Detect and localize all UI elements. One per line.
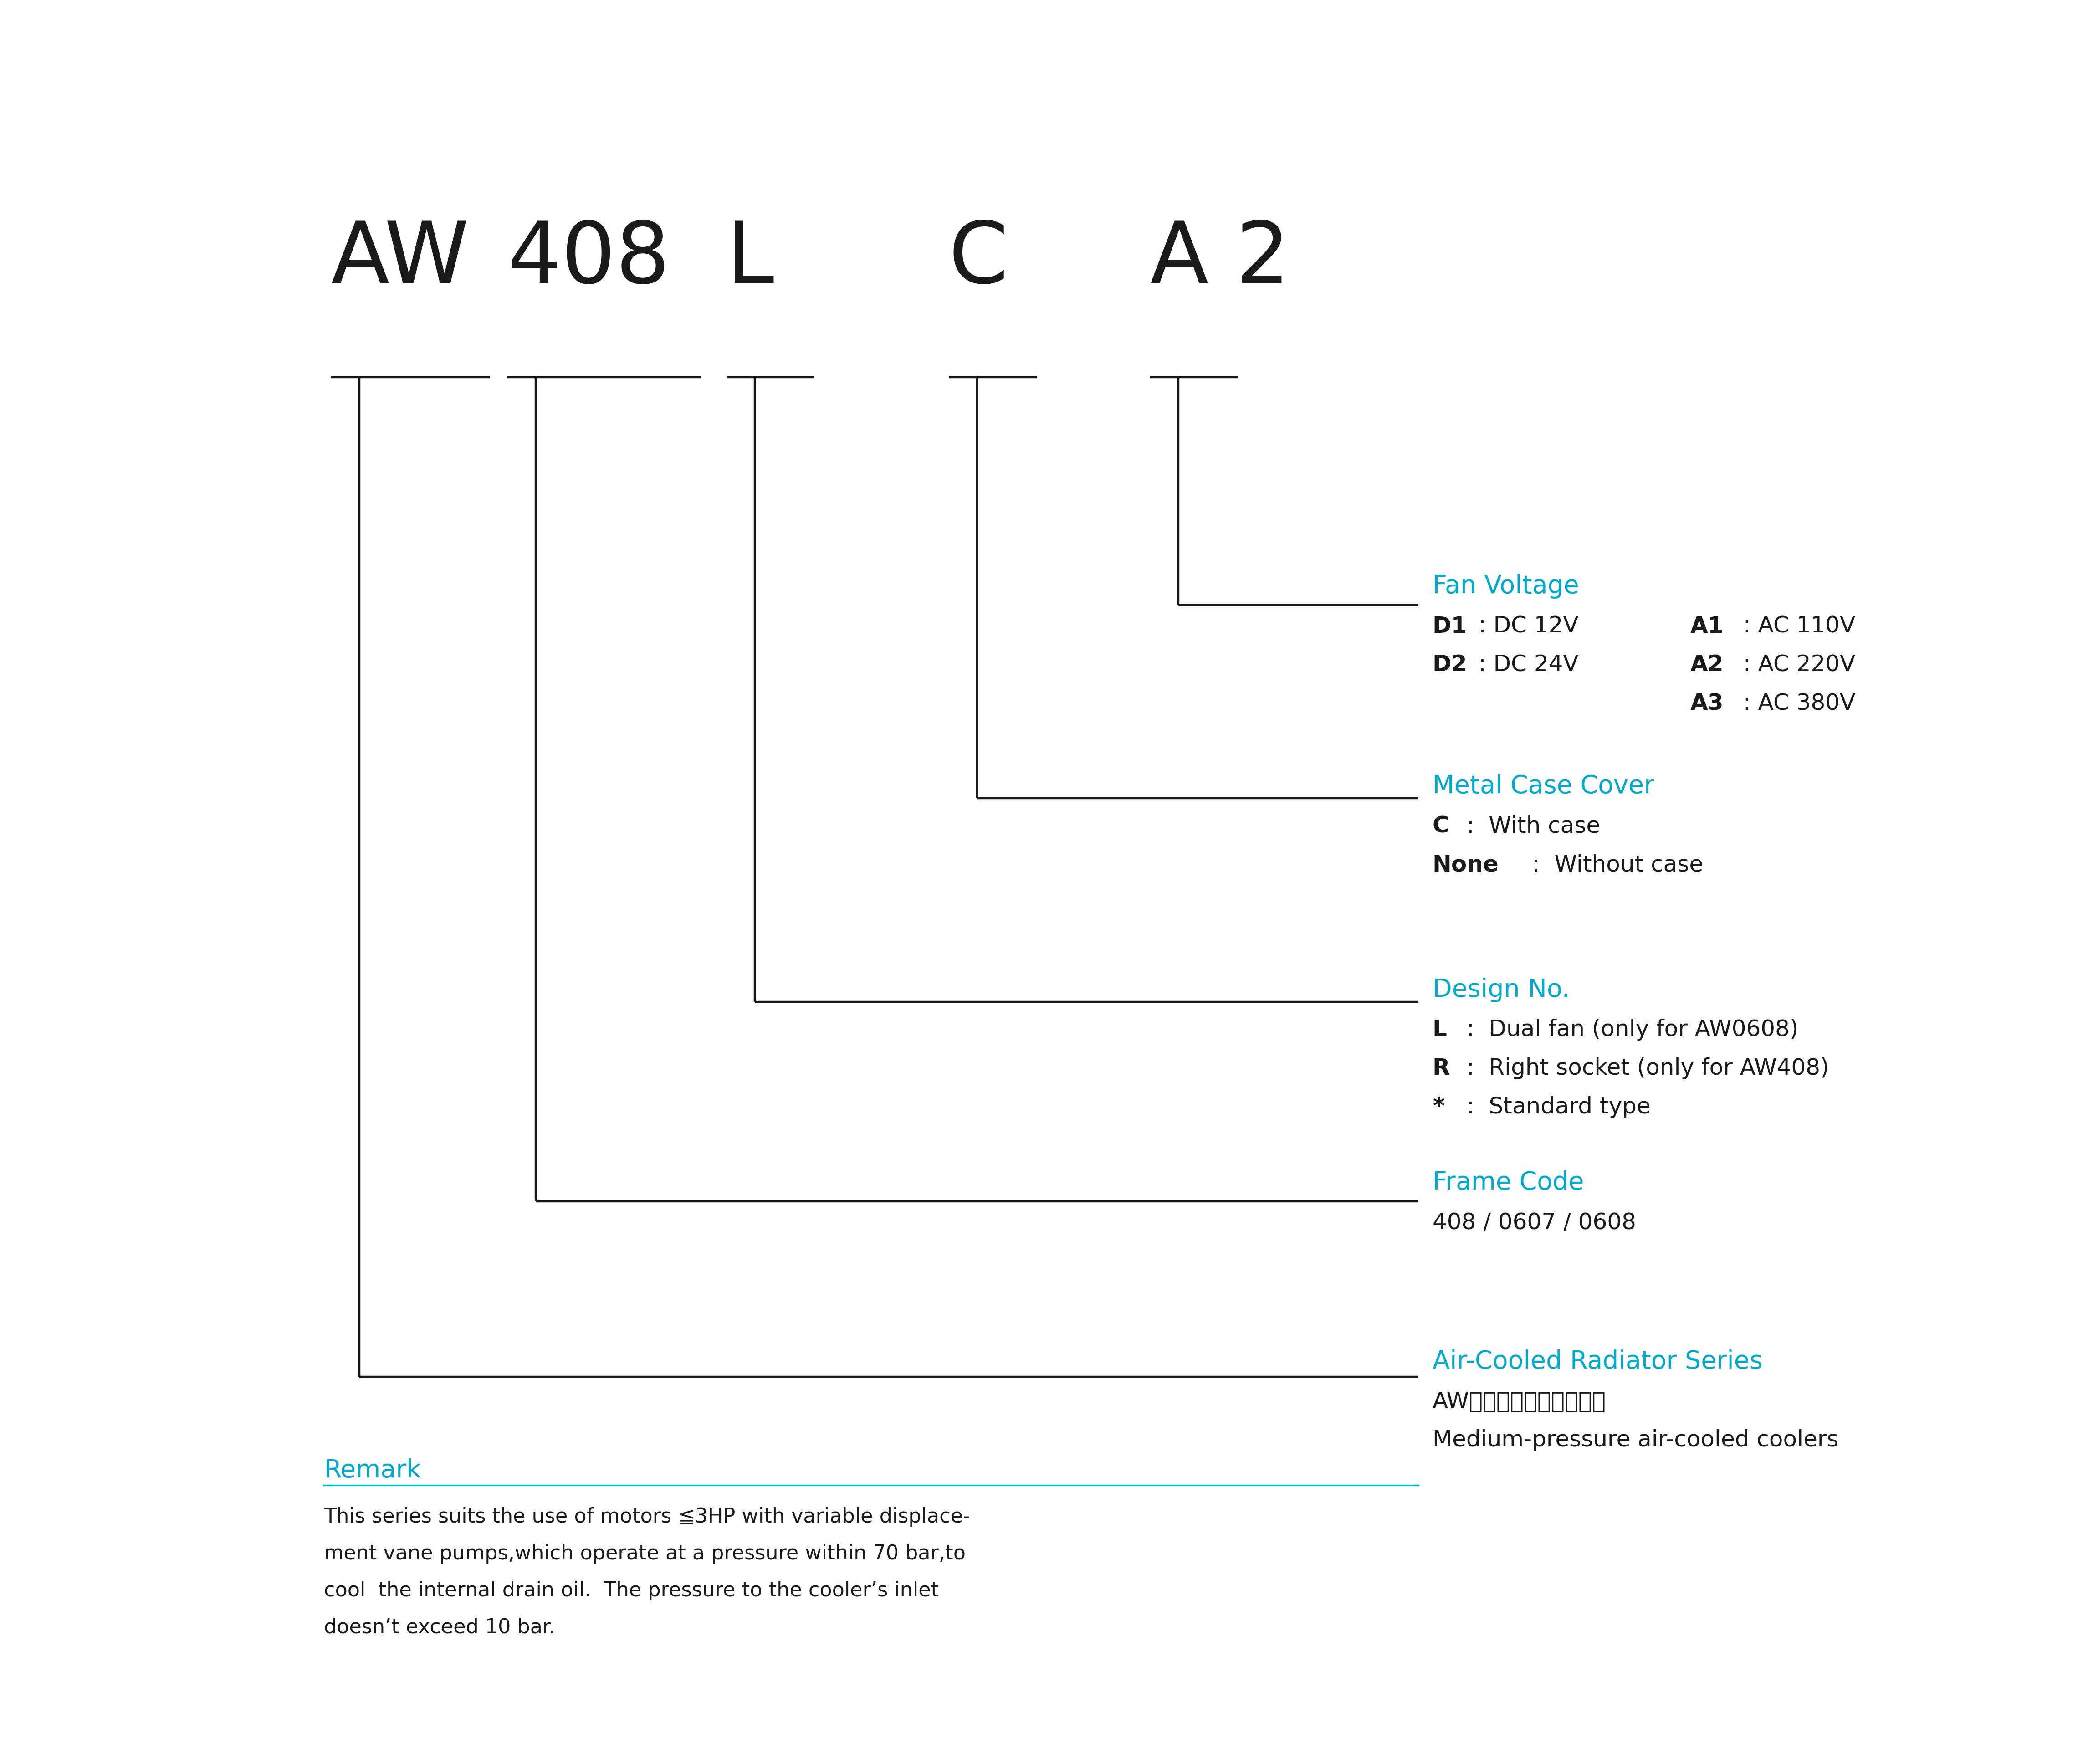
Text: 408 / 0607 / 0608: 408 / 0607 / 0608: [1433, 1212, 1635, 1233]
Text: None: None: [1433, 854, 1500, 875]
Text: C: C: [1433, 815, 1450, 836]
Text: :  Dual fan (only for AW0608): : Dual fan (only for AW0608): [1460, 1018, 1798, 1041]
Text: AW: AW: [331, 219, 469, 300]
Text: 408: 408: [508, 219, 671, 300]
Text: : AC 220V: : AC 220V: [1735, 654, 1856, 676]
Text: :  With case: : With case: [1460, 815, 1600, 836]
Text: A 2: A 2: [1150, 219, 1289, 300]
Text: A1: A1: [1689, 616, 1723, 637]
Text: A3: A3: [1689, 693, 1723, 714]
Text: :  Right socket (only for AW408): : Right socket (only for AW408): [1460, 1057, 1829, 1080]
Text: ment vane pumps,which operate at a pressure within 70 bar,to: ment vane pumps,which operate at a press…: [325, 1544, 967, 1563]
Text: Frame Code: Frame Code: [1433, 1170, 1583, 1194]
Text: C: C: [948, 219, 1008, 300]
Text: :  Standard type: : Standard type: [1460, 1095, 1650, 1118]
Text: L: L: [1433, 1018, 1448, 1041]
Text: Design No.: Design No.: [1433, 977, 1571, 1002]
Text: Fan Voltage: Fan Voltage: [1433, 573, 1579, 598]
Text: : AC 380V: : AC 380V: [1735, 693, 1856, 714]
Text: R: R: [1433, 1057, 1450, 1080]
Text: D2: D2: [1433, 654, 1466, 676]
Text: doesn’t exceed 10 bar.: doesn’t exceed 10 bar.: [325, 1618, 556, 1637]
Text: D1: D1: [1433, 616, 1466, 637]
Text: A2: A2: [1689, 654, 1723, 676]
Text: : AC 110V: : AC 110V: [1735, 616, 1856, 637]
Text: cool  the internal drain oil.  The pressure to the cooler’s inlet: cool the internal drain oil. The pressur…: [325, 1581, 939, 1600]
Text: Metal Case Cover: Metal Case Cover: [1433, 774, 1654, 799]
Text: AW中壓型風冷式油冷卻器: AW中壓型風冷式油冷卻器: [1433, 1390, 1606, 1413]
Text: : DC 12V: : DC 12V: [1471, 616, 1579, 637]
Text: Air-Cooled Radiator Series: Air-Cooled Radiator Series: [1433, 1349, 1762, 1374]
Text: : DC 24V: : DC 24V: [1471, 654, 1579, 676]
Text: Medium-pressure air-cooled coolers: Medium-pressure air-cooled coolers: [1433, 1429, 1839, 1450]
Text: Remark: Remark: [325, 1457, 421, 1482]
Text: L: L: [727, 219, 775, 300]
Text: *: *: [1433, 1095, 1444, 1118]
Text: :  Without case: : Without case: [1525, 854, 1704, 875]
Text: This series suits the use of motors ≦3HP with variable displace-: This series suits the use of motors ≦3HP…: [325, 1506, 971, 1526]
